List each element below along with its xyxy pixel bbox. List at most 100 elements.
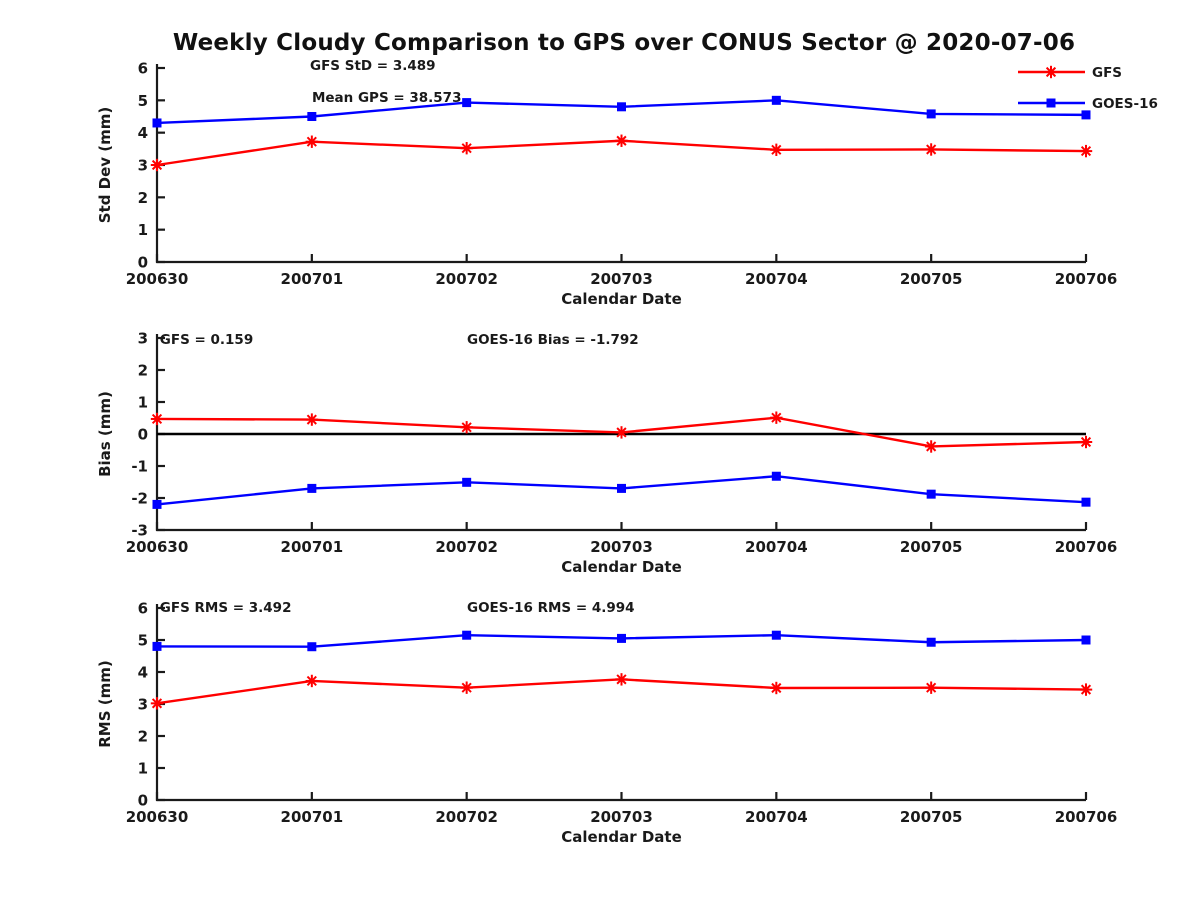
goes-16-marker bbox=[307, 642, 317, 652]
y-tick-label: 2 bbox=[138, 189, 148, 207]
goes-16-marker bbox=[771, 471, 781, 481]
gfs-marker bbox=[306, 414, 317, 425]
goes-16-marker bbox=[771, 95, 781, 105]
goes-16-marker bbox=[617, 102, 626, 112]
gfs-marker bbox=[616, 674, 627, 685]
y-tick-label: 0 bbox=[138, 792, 148, 810]
x-tick-label: 200704 bbox=[745, 270, 808, 288]
annotation: GFS RMS = 3.492 bbox=[160, 600, 292, 616]
x-tick-label: 200703 bbox=[590, 808, 653, 826]
gfs-marker bbox=[771, 682, 782, 694]
y-tick-label: 3 bbox=[138, 330, 148, 348]
gfs-marker bbox=[461, 143, 472, 154]
y-axis-label: Bias (mm) bbox=[96, 391, 114, 477]
figure-title: Weekly Cloudy Comparison to GPS over CON… bbox=[172, 30, 1076, 56]
gfs-marker bbox=[771, 412, 782, 423]
goes-16-marker bbox=[462, 98, 472, 108]
goes-16-marker bbox=[771, 630, 781, 640]
chart-bias: -3 -2 -1 0 1 2 3 200630 200701 200702 200703 200704… bbox=[96, 330, 1117, 577]
y-tick-label: 2 bbox=[138, 362, 148, 380]
x-tick-label: 200630 bbox=[126, 270, 189, 288]
gfs-marker bbox=[926, 441, 937, 452]
gfs-marker bbox=[616, 135, 627, 146]
y-tick-label: 6 bbox=[138, 600, 148, 618]
gfs-marker bbox=[1080, 146, 1092, 157]
x-tick-label: 200704 bbox=[745, 808, 808, 826]
gfs-marker bbox=[151, 159, 163, 171]
goes-16-marker bbox=[307, 112, 317, 121]
x-tick-label: 200702 bbox=[435, 808, 498, 826]
legend-label: GOES-16 bbox=[1092, 96, 1158, 112]
goes-16-marker bbox=[1081, 635, 1091, 645]
goes-16-marker bbox=[462, 630, 472, 640]
legend-asterisk-marker bbox=[1045, 66, 1057, 78]
goes-16-marker bbox=[926, 109, 936, 119]
x-tick-label: 200630 bbox=[126, 538, 189, 556]
annotation: GFS = 0.159 bbox=[160, 332, 253, 348]
x-tick-label: 200706 bbox=[1055, 538, 1118, 556]
annotation: GFS StD = 3.489 bbox=[310, 58, 436, 74]
gfs-marker bbox=[306, 136, 317, 147]
goes-16-marker bbox=[307, 483, 317, 493]
y-tick-label: 3 bbox=[138, 696, 148, 714]
gfs-marker bbox=[1080, 436, 1092, 448]
y-tick-label: -1 bbox=[131, 458, 148, 476]
y-tick-label: 4 bbox=[138, 124, 148, 142]
gfs-marker bbox=[461, 422, 472, 433]
x-tick-label: 200702 bbox=[435, 270, 498, 288]
annotation: GOES-16 Bias = -1.792 bbox=[467, 332, 639, 348]
y-tick-label: 5 bbox=[138, 92, 148, 110]
x-tick-label: 200701 bbox=[281, 270, 344, 288]
y-tick-label: 1 bbox=[138, 760, 148, 778]
y-axis-label: RMS (mm) bbox=[96, 660, 114, 747]
x-tick-label: 200703 bbox=[590, 270, 653, 288]
chart-stddev: 0 1 2 3 4 5 6 200630 200701 200702 200703 200704 200… bbox=[96, 58, 1158, 308]
gfs-marker bbox=[926, 144, 937, 155]
gfs-marker bbox=[151, 698, 163, 709]
gfs-marker bbox=[151, 413, 163, 425]
gfs-marker bbox=[616, 427, 627, 438]
y-tick-label: -3 bbox=[131, 522, 148, 540]
x-axis-label: Calendar Date bbox=[561, 558, 682, 576]
goes-16-marker bbox=[617, 483, 626, 493]
goes-16-marker bbox=[462, 477, 472, 487]
goes-16-marker bbox=[926, 489, 936, 499]
x-tick-label: 200705 bbox=[900, 808, 963, 826]
y-tick-label: 6 bbox=[138, 60, 148, 78]
x-tick-label: 200630 bbox=[126, 808, 189, 826]
y-tick-label: 1 bbox=[138, 221, 148, 239]
goes-16-marker bbox=[152, 641, 162, 651]
gfs-marker bbox=[461, 682, 472, 693]
x-tick-label: 200703 bbox=[590, 538, 653, 556]
x-tick-label: 200702 bbox=[435, 538, 498, 556]
x-tick-label: 200701 bbox=[281, 538, 344, 556]
x-tick-label: 200701 bbox=[281, 808, 344, 826]
annotation: GOES-16 RMS = 4.994 bbox=[467, 600, 635, 616]
y-tick-label: 5 bbox=[138, 632, 148, 650]
y-tick-label: 1 bbox=[138, 394, 148, 412]
legend: GFS GOES-16 bbox=[1018, 65, 1158, 112]
y-tick-label: 4 bbox=[138, 664, 148, 682]
legend-square-marker bbox=[1046, 98, 1056, 108]
gfs-marker bbox=[1080, 684, 1092, 695]
annotation: Mean GPS = 38.573 bbox=[312, 90, 462, 106]
goes-16-marker bbox=[152, 499, 162, 509]
y-tick-label: 0 bbox=[138, 254, 148, 272]
goes-16-marker bbox=[1081, 110, 1091, 120]
x-tick-label: 200706 bbox=[1055, 808, 1118, 826]
y-tick-label: 3 bbox=[138, 157, 148, 175]
x-axis-label: Calendar Date bbox=[561, 828, 682, 846]
goes-16-marker bbox=[617, 633, 626, 643]
y-axis-label: Std Dev (mm) bbox=[96, 107, 114, 224]
goes-16-marker bbox=[1081, 497, 1091, 507]
y-tick-label: -2 bbox=[131, 490, 148, 508]
gfs-marker bbox=[926, 682, 937, 693]
gfs-marker bbox=[771, 144, 782, 155]
x-tick-label: 200705 bbox=[900, 538, 963, 556]
legend-label: GFS bbox=[1092, 65, 1122, 81]
y-tick-label: 0 bbox=[138, 426, 148, 444]
x-tick-label: 200706 bbox=[1055, 270, 1118, 288]
gfs-marker bbox=[306, 675, 317, 687]
